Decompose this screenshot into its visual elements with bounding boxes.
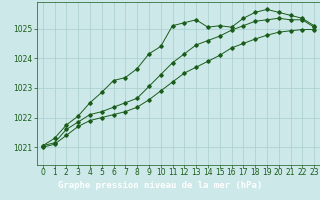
- Text: Graphe pression niveau de la mer (hPa): Graphe pression niveau de la mer (hPa): [58, 181, 262, 190]
